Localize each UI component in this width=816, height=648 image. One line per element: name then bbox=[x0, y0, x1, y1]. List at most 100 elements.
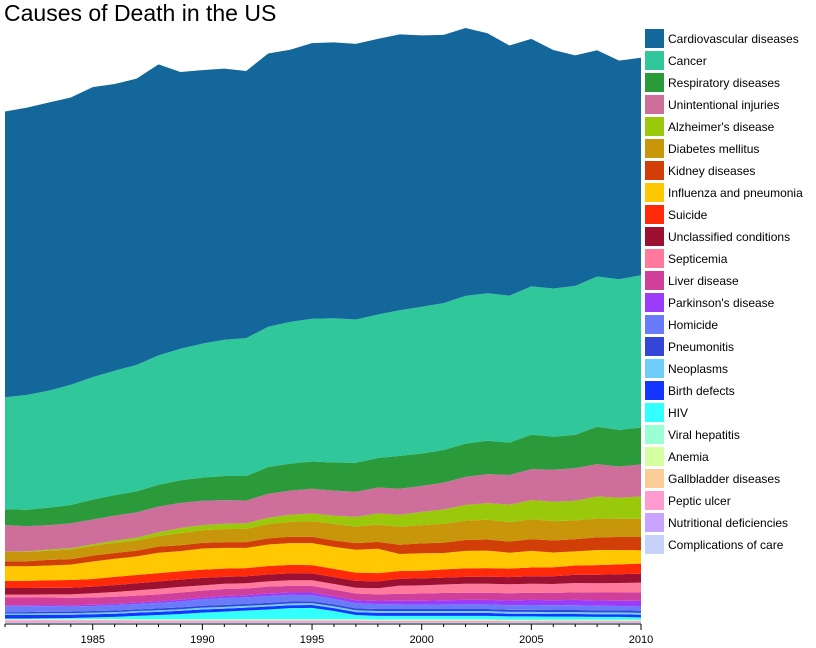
legend-swatch bbox=[645, 227, 664, 246]
legend-item-unintentional-injuries: Unintentional injuries bbox=[645, 95, 779, 114]
legend-label: Viral hepatitis bbox=[668, 428, 740, 442]
legend-swatch bbox=[645, 271, 664, 290]
legend-label: Respiratory diseases bbox=[668, 76, 780, 90]
legend-swatch bbox=[645, 535, 664, 554]
legend-swatch bbox=[645, 117, 664, 136]
area-homicide bbox=[5, 594, 641, 613]
area-diabetes-mellitus bbox=[5, 518, 641, 562]
legend-item-nutritional-deficiencies: Nutritional deficiencies bbox=[645, 513, 788, 532]
legend-swatch bbox=[645, 425, 664, 444]
legend-label: Parkinson's disease bbox=[668, 296, 775, 310]
legend-swatch bbox=[645, 249, 664, 268]
legend-label: Diabetes mellitus bbox=[668, 142, 759, 156]
legend-swatch bbox=[645, 183, 664, 202]
area-pneumonitis bbox=[5, 601, 641, 614]
legend-swatch bbox=[645, 51, 664, 70]
legend-swatch bbox=[645, 315, 664, 334]
area-cancer bbox=[5, 275, 641, 510]
legend-item-homicide: Homicide bbox=[645, 315, 718, 334]
legend-label: Alzheimer's disease bbox=[668, 120, 775, 134]
legend-swatch bbox=[645, 29, 664, 48]
legend-swatch bbox=[645, 491, 664, 510]
area-cardiovascular-diseases bbox=[5, 28, 641, 398]
legend-label: Unintentional injuries bbox=[668, 98, 779, 112]
legend-label: Anemia bbox=[668, 450, 709, 464]
legend-item-birth-defects: Birth defects bbox=[645, 381, 735, 400]
legend-label: Influenza and pneumonia bbox=[668, 186, 803, 200]
area-unintentional-injuries bbox=[5, 464, 641, 552]
legend-item-alzheimer-s-disease: Alzheimer's disease bbox=[645, 117, 775, 136]
legend-item-peptic-ulcer: Peptic ulcer bbox=[645, 491, 731, 510]
area-peptic-ulcer bbox=[5, 620, 641, 622]
area-parkinson-s-disease bbox=[5, 592, 641, 607]
legend-item-viral-hepatitis: Viral hepatitis bbox=[645, 425, 740, 444]
legend-label: Nutritional deficiencies bbox=[668, 516, 788, 530]
legend-item-septicemia: Septicemia bbox=[645, 249, 728, 268]
x-tick-label: 1995 bbox=[300, 634, 324, 646]
area-suicide bbox=[5, 563, 641, 588]
chart-title: Causes of Death in the US bbox=[4, 0, 277, 26]
area-neoplasms bbox=[5, 603, 641, 616]
x-tick-label: 2000 bbox=[409, 634, 433, 646]
area-alzheimer-s-disease bbox=[5, 496, 641, 552]
legend-label: HIV bbox=[668, 406, 688, 420]
legend-label: Cancer bbox=[668, 54, 707, 68]
legend-item-influenza-and-pneumonia: Influenza and pneumonia bbox=[645, 183, 803, 202]
area-anemia bbox=[5, 619, 641, 621]
area-hiv bbox=[5, 607, 641, 620]
legend-label: Homicide bbox=[668, 318, 718, 332]
legend-swatch bbox=[645, 73, 664, 92]
legend-item-kidney-diseases: Kidney diseases bbox=[645, 161, 755, 180]
legend-item-suicide: Suicide bbox=[645, 205, 708, 224]
area-liver-disease bbox=[5, 585, 641, 606]
x-tick-label: 2010 bbox=[629, 634, 653, 646]
legend-swatch bbox=[645, 359, 664, 378]
legend-item-diabetes-mellitus: Diabetes mellitus bbox=[645, 139, 759, 158]
x-tick-label: 1985 bbox=[80, 634, 104, 646]
legend-item-cardiovascular-diseases: Cardiovascular diseases bbox=[645, 29, 799, 48]
area-complications-of-care bbox=[5, 622, 641, 623]
legend-item-complications-of-care: Complications of care bbox=[645, 535, 784, 554]
legend-swatch bbox=[645, 447, 664, 466]
legend-swatch bbox=[645, 205, 664, 224]
legend-label: Septicemia bbox=[668, 252, 728, 266]
legend-item-pneumonitis: Pneumonitis bbox=[645, 337, 734, 356]
area-viral-hepatitis bbox=[5, 619, 641, 621]
area-birth-defects bbox=[5, 604, 641, 619]
legend-item-unclassified-conditions: Unclassified conditions bbox=[645, 227, 790, 246]
area-influenza-and-pneumonia bbox=[5, 543, 641, 581]
legend-swatch bbox=[645, 469, 664, 488]
legend: Cardiovascular diseases Cancer Respiratory… bbox=[645, 29, 803, 554]
legend-swatch bbox=[645, 161, 664, 180]
legend-label: Liver disease bbox=[668, 274, 739, 288]
area-kidney-diseases bbox=[5, 536, 641, 567]
legend-swatch bbox=[645, 513, 664, 532]
area-gallbladder-diseases bbox=[5, 619, 641, 622]
legend-label: Birth defects bbox=[668, 384, 735, 398]
legend-label: Complications of care bbox=[668, 538, 784, 552]
legend-item-cancer: Cancer bbox=[645, 51, 707, 70]
legend-label: Suicide bbox=[668, 208, 708, 222]
area-respiratory-diseases bbox=[5, 426, 641, 527]
legend-item-anemia: Anemia bbox=[645, 447, 709, 466]
legend-swatch bbox=[645, 293, 664, 312]
legend-item-respiratory-diseases: Respiratory diseases bbox=[645, 73, 780, 92]
legend-swatch bbox=[645, 403, 664, 422]
area-layers bbox=[5, 28, 641, 623]
legend-item-gallbladder-diseases: Gallbladder diseases bbox=[645, 469, 780, 488]
legend-item-parkinson-s-disease: Parkinson's disease bbox=[645, 293, 775, 312]
legend-label: Neoplasms bbox=[668, 362, 728, 376]
x-tick-label: 1990 bbox=[190, 634, 214, 646]
legend-label: Cardiovascular diseases bbox=[668, 32, 799, 46]
legend-item-liver-disease: Liver disease bbox=[645, 271, 739, 290]
area-unclassified-conditions bbox=[5, 573, 641, 595]
legend-item-hiv: HIV bbox=[645, 403, 688, 422]
x-tick-label: 2005 bbox=[519, 634, 543, 646]
legend-label: Kidney diseases bbox=[668, 164, 755, 178]
area-septicemia bbox=[5, 580, 641, 598]
legend-swatch bbox=[645, 337, 664, 356]
legend-label: Unclassified conditions bbox=[668, 230, 790, 244]
legend-label: Pneumonitis bbox=[668, 340, 734, 354]
legend-swatch bbox=[645, 381, 664, 400]
